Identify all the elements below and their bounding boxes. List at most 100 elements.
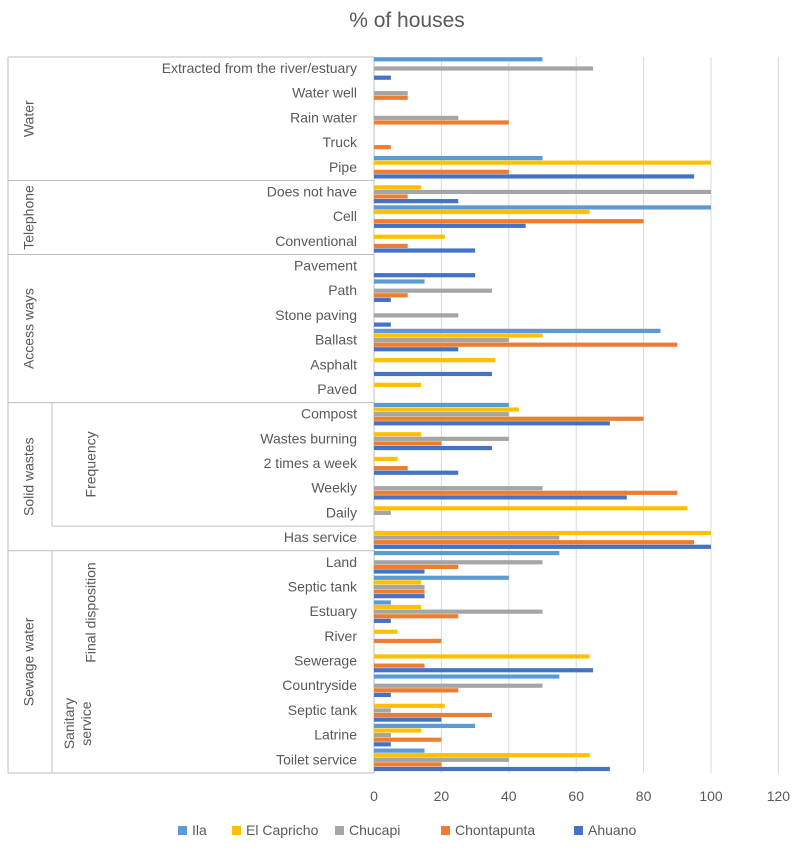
subgroup-label: Frequency (83, 431, 99, 497)
bar-chontapunta (374, 688, 459, 693)
bar-el-capricho (374, 506, 688, 511)
bar-ahuano (374, 297, 391, 302)
group-label: Water (21, 100, 37, 137)
bar-chontapunta (374, 441, 442, 446)
bar-el-capricho (374, 382, 422, 387)
bar-ila (374, 402, 509, 408)
bar-chucapi (374, 288, 492, 293)
bar-ila (374, 155, 543, 161)
bar-chucapi (374, 733, 391, 738)
bar-chucapi (374, 66, 594, 71)
category-label: Paved (317, 381, 357, 397)
x-tick-label: 40 (501, 788, 517, 804)
bar-chontapunta (374, 564, 459, 569)
bar-el-capricho (374, 234, 445, 239)
bar-chontapunta (374, 219, 644, 224)
legend: Ila El Capricho Chucapi Chontapunta Ahuano (178, 822, 636, 838)
bar-chontapunta (374, 416, 644, 421)
bar-ila (374, 57, 543, 62)
category-label: Latrine (314, 727, 357, 743)
legend-label: El Capricho (246, 822, 319, 838)
bar-ila (374, 723, 476, 729)
legend-label: Ila (192, 822, 207, 838)
x-axis-ticks: 0 20 40 60 80 100 120 (370, 788, 790, 804)
bar-chucapi (374, 115, 459, 120)
bar-chontapunta (374, 95, 408, 100)
bar-ahuano (374, 347, 459, 352)
bar-ahuano (374, 717, 442, 722)
bar-chontapunta (374, 120, 509, 125)
x-tick-label: 20 (434, 788, 450, 804)
legend-item: El Capricho (232, 822, 319, 838)
bar-chucapi (374, 609, 543, 614)
group-label: Sewage water (21, 617, 37, 706)
group-label: Telephone (21, 185, 37, 250)
bar-ahuano (374, 273, 476, 278)
bar-chucapi (374, 757, 509, 762)
bar-ila (374, 550, 560, 556)
category-label: Extracted from the river/estuary (162, 60, 357, 76)
category-label: Conventional (275, 233, 357, 249)
bar-chontapunta (374, 243, 408, 249)
legend-swatch (574, 826, 583, 835)
bar-el-capricho (374, 604, 422, 610)
category-label: Pavement (294, 258, 357, 274)
category-label: Stone paving (275, 307, 357, 323)
category-labels: Extracted from the river/estuary Water we… (21, 60, 358, 767)
bar-chontapunta (374, 614, 459, 619)
category-group-dividers (7, 56, 375, 774)
category-label: Pipe (329, 159, 357, 175)
bar-ila (374, 575, 509, 580)
bar-chontapunta (374, 663, 425, 668)
bar-el-capricho (374, 580, 422, 585)
bar-ahuano (374, 569, 425, 574)
category-label: Water well (292, 85, 357, 101)
legend-swatch (335, 826, 344, 835)
legend-item: Ila (178, 822, 207, 838)
bar-ila (374, 600, 391, 605)
bars (374, 57, 711, 772)
x-tick-label: 100 (699, 788, 723, 804)
bar-chontapunta (374, 737, 442, 742)
bar-el-capricho (374, 629, 398, 634)
bar-ahuano (374, 199, 459, 204)
category-label: Sewerage (294, 653, 357, 669)
category-label: Has service (284, 529, 357, 545)
bar-chontapunta (374, 589, 425, 594)
legend-swatch (232, 826, 241, 835)
category-label: Compost (301, 406, 357, 422)
bar-el-capricho (374, 209, 590, 215)
bar-chucapi (374, 560, 543, 565)
legend-item: Chucapi (335, 822, 400, 838)
bar-ahuano (374, 668, 594, 673)
bar-el-capricho (374, 530, 711, 536)
category-label: Toilet service (276, 751, 357, 767)
group-label: Access ways (21, 288, 37, 369)
category-label: Asphalt (310, 356, 357, 372)
bar-chucapi (374, 91, 408, 96)
bar-ahuano (374, 174, 695, 179)
bar-chontapunta (374, 466, 408, 471)
category-label: Countryside (282, 677, 357, 693)
bar-ahuano (374, 371, 492, 377)
bar-chontapunta (374, 490, 678, 495)
bar-chucapi (374, 535, 560, 540)
category-label: Truck (323, 134, 358, 150)
bar-ahuano (374, 223, 526, 228)
category-label: Does not have (267, 183, 357, 199)
bar-el-capricho (374, 432, 422, 437)
bar-ahuano (374, 470, 459, 475)
bar-chontapunta (374, 342, 678, 347)
bar-ahuano (374, 421, 610, 426)
bar-chucapi (374, 189, 711, 195)
bar-chontapunta (374, 145, 391, 150)
x-tick-label: 0 (370, 788, 378, 804)
bar-chontapunta (374, 540, 695, 545)
x-tick-label: 120 (767, 788, 791, 804)
bar-ila (374, 328, 661, 333)
group-label: Solid wastes (21, 437, 37, 516)
bar-chucapi (374, 584, 425, 590)
bar-ila (374, 748, 425, 753)
x-tick-label: 60 (568, 788, 584, 804)
